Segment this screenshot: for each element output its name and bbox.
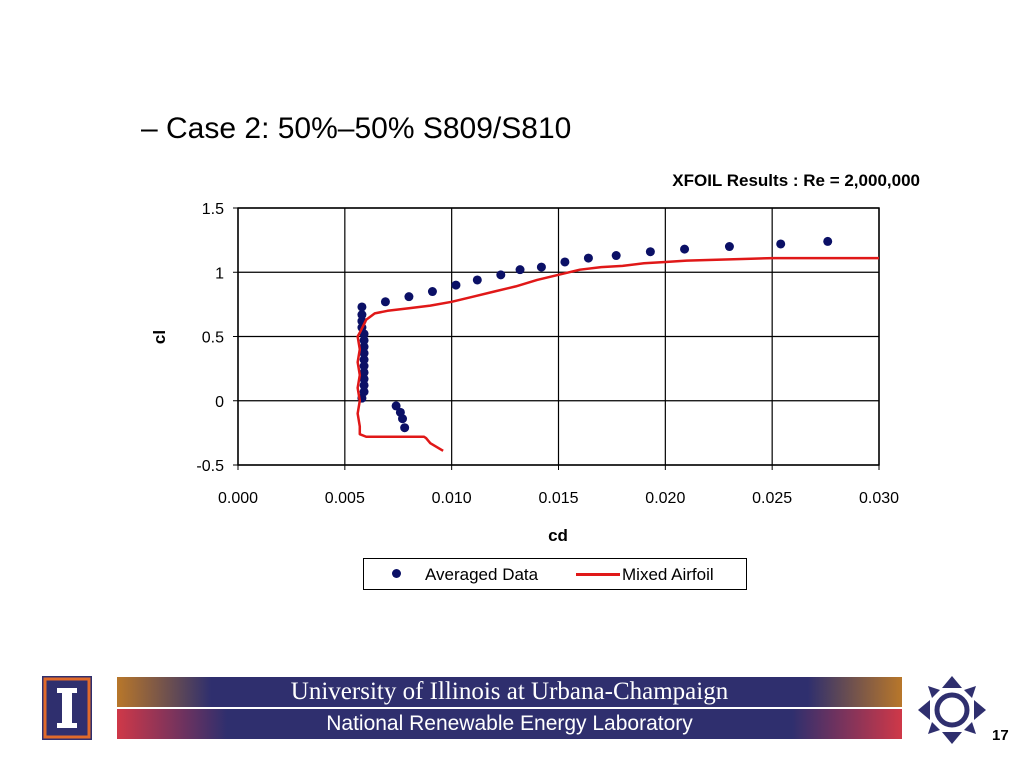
chart-marks: [356, 236, 879, 452]
slide-bullet: – Case 2: 50%–50% S809/S810: [141, 112, 572, 145]
data-point-averaged: [451, 280, 461, 290]
data-point-averaged: [404, 292, 414, 302]
x-tick-label: 0.005: [325, 490, 365, 507]
chart-axes: [233, 207, 880, 470]
data-point-averaged: [515, 265, 525, 275]
x-tick-label: 0.030: [859, 490, 899, 507]
data-point-averaged: [400, 423, 410, 433]
data-point-averaged: [380, 297, 390, 307]
data-point-averaged: [357, 302, 367, 312]
chart-ticks: 0.000 0.005 0.010 0.015 0.020 0.025 0.030 -0.5 0…: [196, 201, 899, 507]
data-point-averaged: [496, 270, 506, 280]
x-axis-label: cd: [548, 526, 568, 545]
data-point-averaged: [776, 239, 786, 249]
data-point-averaged: [359, 374, 369, 384]
data-point-averaged: [359, 342, 369, 352]
data-point-averaged: [472, 275, 482, 285]
legend-label-averaged: Averaged Data: [425, 565, 539, 584]
legend-marker-averaged: [392, 569, 401, 578]
plot-frame: [237, 207, 880, 466]
data-point-averaged: [391, 401, 401, 411]
data-point-averaged: [823, 236, 833, 246]
data-point-averaged: [583, 253, 593, 263]
data-point-averaged: [427, 287, 437, 297]
x-tick-label: 0.020: [645, 490, 685, 507]
data-point-averaged: [536, 262, 546, 272]
data-point-averaged: [680, 244, 690, 254]
x-tick-label: 0.015: [538, 490, 578, 507]
y-tick-label: -0.5: [196, 458, 224, 475]
legend-label-mixed: Mixed Airfoil: [622, 565, 714, 584]
y-axis-label: cl: [150, 330, 169, 344]
data-point-averaged: [560, 257, 570, 267]
legend-marker-mixed: [576, 573, 620, 576]
x-tick-label: 0.000: [218, 490, 258, 507]
y-tick-label: 0: [215, 394, 224, 411]
footer-university: University of Illinois at Urbana-Champai…: [290, 678, 729, 705]
data-point-averaged: [398, 414, 408, 424]
data-point-averaged: [357, 310, 367, 320]
data-point-averaged: [611, 251, 621, 261]
y-tick-label: 0.5: [202, 330, 224, 347]
data-point-averaged: [359, 335, 369, 345]
data-point-averaged: [359, 380, 369, 390]
data-point-averaged: [724, 242, 734, 252]
data-point-averaged: [359, 367, 369, 377]
footer-lab: National Renewable Energy Laboratory: [326, 712, 693, 735]
data-point-averaged: [645, 247, 655, 257]
x-tick-label: 0.010: [432, 490, 472, 507]
data-point-averaged: [359, 355, 369, 365]
series-line-mixed-airfoil: [356, 256, 879, 452]
footer-banner: University of Illinois at Urbana-Champai…: [117, 677, 902, 739]
data-point-averaged: [359, 361, 369, 371]
nrel-logo-icon: [918, 676, 986, 744]
chart-legend: Averaged Data Mixed Airfoil: [363, 558, 747, 590]
illinois-logo-icon: [42, 676, 92, 740]
page-number: 17: [992, 727, 1009, 744]
y-tick-label: 1.5: [202, 201, 224, 218]
y-tick-label: 1: [215, 265, 224, 282]
data-point-averaged: [359, 387, 369, 397]
chart-title: XFOIL Results : Re = 2,000,000: [672, 171, 920, 190]
x-tick-label: 0.025: [752, 490, 792, 507]
data-point-averaged: [359, 348, 369, 358]
